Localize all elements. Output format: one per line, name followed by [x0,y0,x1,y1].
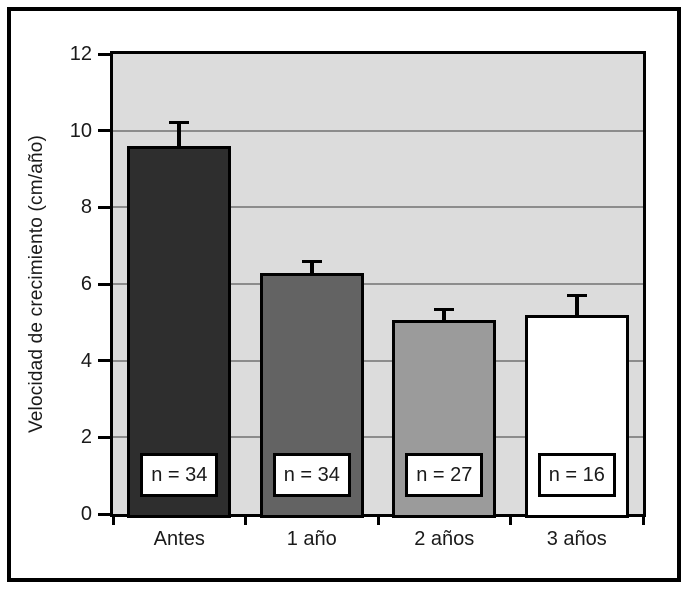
x-axis-tick [376,517,380,525]
gridline [113,129,643,132]
x-axis-tick [111,517,115,525]
y-axis-tick [98,359,110,363]
x-axis-category-label: 1 año [286,528,337,550]
y-axis-tick [98,282,110,286]
x-axis-category-label: 3 años [546,528,607,550]
error-bar-cap [301,259,322,263]
y-axis-tick-label: 12 [69,43,92,65]
y-axis-tick [98,52,110,56]
x-axis-category-label: 2 años [414,528,475,550]
error-bar-cap [566,293,587,297]
y-axis-tick-label: 8 [80,196,92,219]
bar-count-label: n = 34 [140,453,219,497]
y-axis-tick-label: 4 [80,349,92,372]
x-axis-category-label: Antes [153,528,205,550]
y-axis-tick-label: 6 [80,273,92,295]
error-bar-stem [574,295,579,317]
error-bar-cap [434,308,455,312]
y-axis-tick [98,205,110,209]
bar-count-label: n = 34 [272,453,351,497]
y-axis-tick-label: 2 [80,426,92,449]
y-axis-tick-label: 0 [80,503,92,525]
x-axis-tick [641,517,645,525]
figure-frame [7,7,681,582]
y-axis-tick [98,512,110,516]
gridline [113,283,643,285]
bar-count-label: n = 27 [405,453,484,497]
x-axis-tick [244,517,247,525]
y-axis-tick [98,129,110,133]
bar-count-label: n = 16 [537,453,616,497]
gridline [113,206,643,209]
y-axis-tick [98,435,110,439]
error-bar-stem [309,261,314,275]
error-bar-stem [177,123,182,148]
y-axis-tick-label: 10 [69,119,92,142]
error-bar-stem [442,310,447,323]
error-bar-cap [169,121,190,124]
gridline [113,436,643,439]
gridline [113,359,643,362]
x-axis-tick [509,517,512,525]
